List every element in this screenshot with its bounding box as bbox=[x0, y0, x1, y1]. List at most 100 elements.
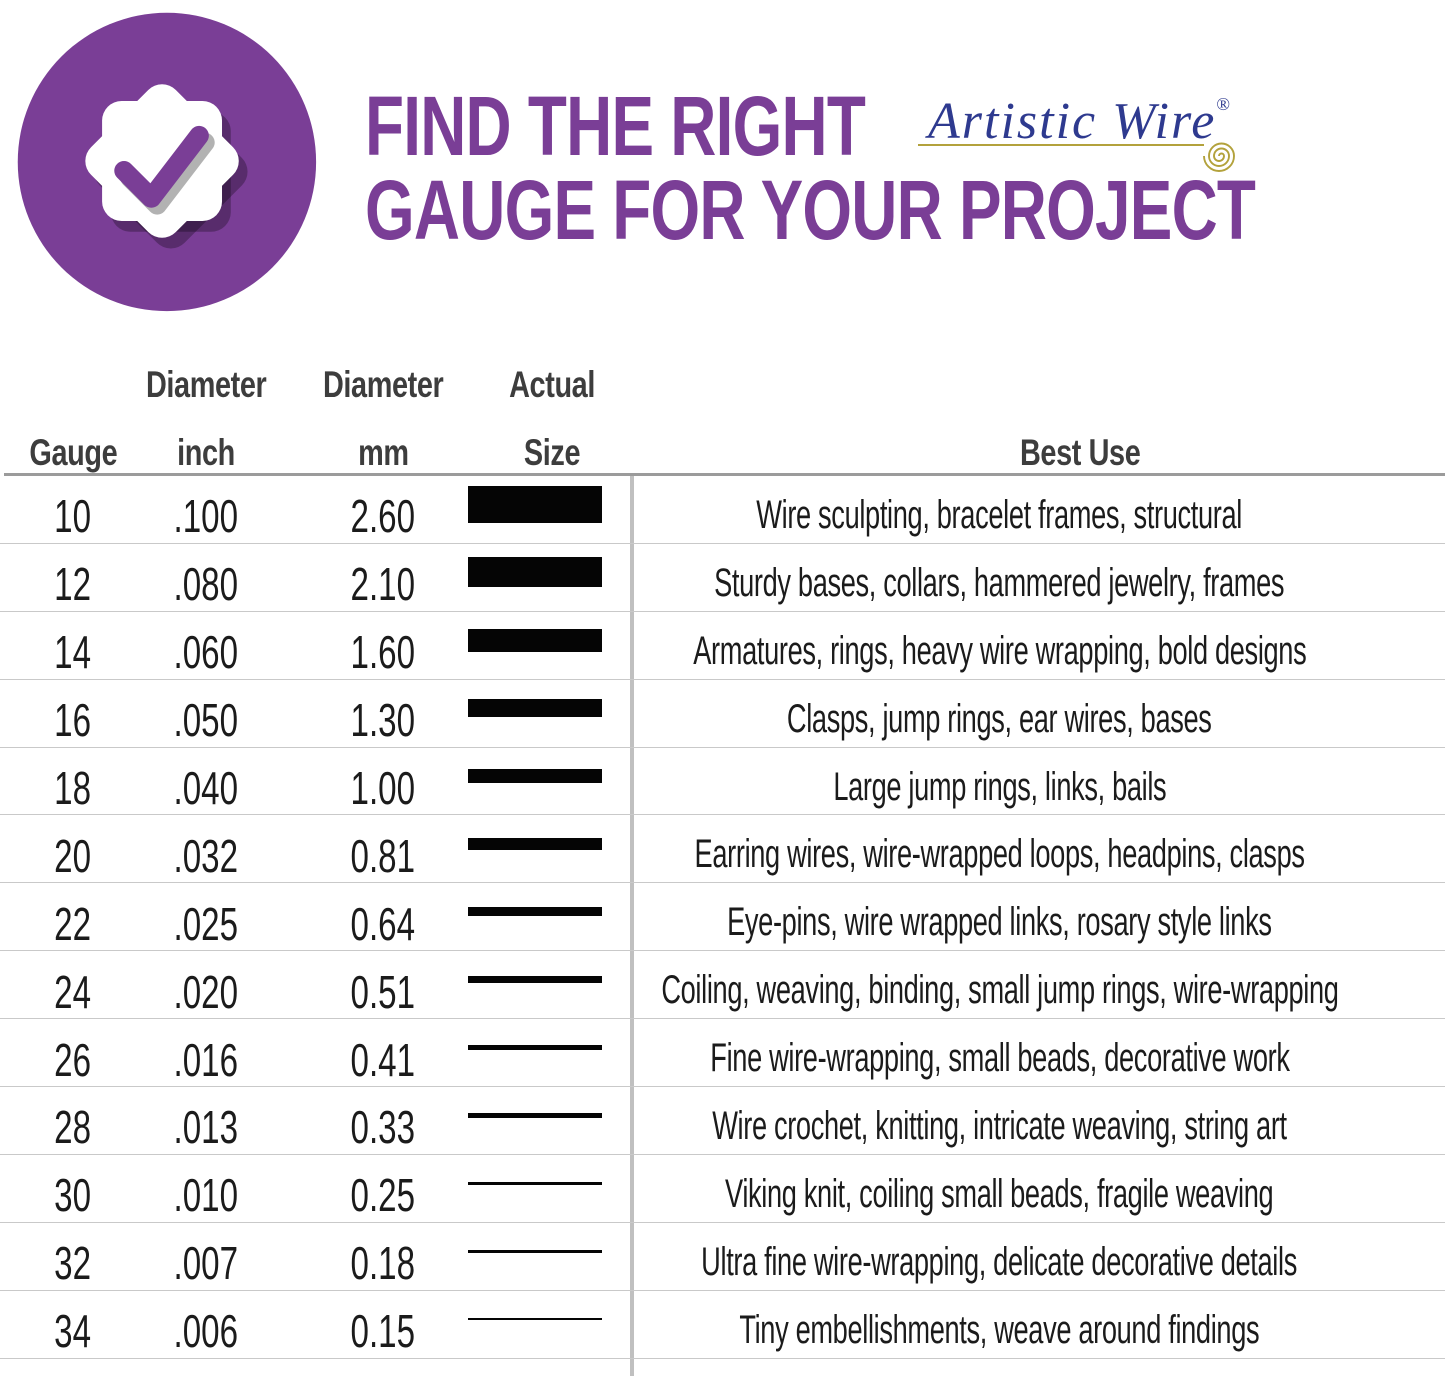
cell-diameter-inch: .050 bbox=[173, 694, 239, 747]
cell-actual-size bbox=[466, 612, 604, 679]
wire-size-bar bbox=[468, 486, 602, 523]
cell-gauge: 10 bbox=[54, 490, 92, 543]
cell-diameter-inch: .100 bbox=[173, 490, 239, 543]
cell-diameter-inch: .032 bbox=[173, 829, 239, 882]
cell-diameter-mm: 0.51 bbox=[350, 965, 416, 1018]
wire-size-bar bbox=[468, 698, 602, 718]
cell-gauge: 18 bbox=[54, 762, 92, 815]
cell-diameter-inch: .007 bbox=[173, 1237, 239, 1290]
cell-actual-size bbox=[466, 1155, 604, 1222]
cell-diameter-inch: .006 bbox=[173, 1305, 239, 1358]
cell-best-use: Coiling, weaving, binding, small jump ri… bbox=[660, 968, 1339, 1013]
cell-diameter-mm: 1.60 bbox=[350, 626, 416, 679]
cell-gauge: 32 bbox=[54, 1237, 92, 1290]
table-row: 28 .013 0.33 Wire crochet, knitting, int… bbox=[0, 1087, 1445, 1155]
cell-diameter-inch: .020 bbox=[173, 965, 239, 1018]
cell-diameter-mm: 0.15 bbox=[350, 1305, 416, 1358]
cell-diameter-mm: 2.60 bbox=[350, 490, 416, 543]
cell-diameter-inch: .016 bbox=[173, 1033, 239, 1086]
wire-size-bar bbox=[468, 1044, 602, 1051]
registered-mark: ® bbox=[1216, 94, 1231, 114]
cell-best-use: Fine wire-wrapping, small beads, decorat… bbox=[709, 1036, 1290, 1081]
brand-logo: Artistic Wire® bbox=[928, 92, 1230, 151]
header-inch: inch bbox=[177, 432, 235, 473]
cell-best-use: Armatures, rings, heavy wire wrapping, b… bbox=[692, 628, 1307, 673]
table-row: 30 .010 0.25 Viking knit, coiling small … bbox=[0, 1155, 1445, 1223]
table-row: 18 .040 1.00 Large jump rings, links, ba… bbox=[0, 748, 1445, 816]
cell-best-use: Wire sculpting, bracelet frames, structu… bbox=[756, 492, 1243, 537]
cell-actual-size bbox=[466, 476, 604, 543]
cell-diameter-inch: .080 bbox=[173, 558, 239, 611]
page-title-line-2: GAUGE FOR YOUR PROJECT bbox=[365, 163, 1256, 257]
cell-gauge: 16 bbox=[54, 694, 92, 747]
cell-gauge: 12 bbox=[54, 558, 92, 611]
cell-best-use: Viking knit, coiling small beads, fragil… bbox=[725, 1171, 1274, 1216]
cell-gauge: 34 bbox=[54, 1305, 92, 1358]
cell-gauge: 20 bbox=[54, 829, 92, 882]
wire-size-bar bbox=[468, 1181, 602, 1186]
wire-size-bar bbox=[468, 907, 602, 917]
cell-diameter-mm: 0.33 bbox=[350, 1101, 416, 1154]
wire-size-bar bbox=[468, 1113, 602, 1118]
cell-diameter-mm: 0.81 bbox=[350, 829, 416, 882]
cell-gauge: 28 bbox=[54, 1101, 92, 1154]
cell-diameter-mm: 2.10 bbox=[350, 558, 416, 611]
table-row: 20 .032 0.81 Earring wires, wire-wrapped… bbox=[0, 815, 1445, 884]
cell-best-use: Tiny embellishments, weave around findin… bbox=[739, 1307, 1260, 1352]
cell-best-use: Wire crochet, knitting, intricate weavin… bbox=[712, 1103, 1287, 1148]
cell-actual-size bbox=[466, 1087, 604, 1154]
cell-best-use: Eye-pins, wire wrapped links, rosary sty… bbox=[727, 900, 1272, 945]
header-diameter-mm-top: Diameter bbox=[322, 364, 444, 405]
table-row: 16 .050 1.30 Clasps, jump rings, ear wir… bbox=[0, 680, 1445, 748]
cell-gauge: 30 bbox=[54, 1169, 92, 1222]
cell-actual-size bbox=[466, 1223, 604, 1290]
cell-actual-size bbox=[466, 951, 604, 1018]
cell-gauge: 24 bbox=[54, 965, 92, 1018]
cell-actual-size bbox=[466, 815, 604, 882]
cell-best-use: Sturdy bases, collars, hammered jewelry,… bbox=[714, 560, 1285, 605]
check-badge-icon bbox=[17, 12, 317, 312]
wire-size-bar bbox=[468, 838, 602, 850]
column-divider bbox=[630, 476, 634, 1376]
cell-diameter-mm: 0.41 bbox=[350, 1033, 416, 1086]
cell-diameter-inch: .013 bbox=[173, 1101, 239, 1154]
cell-best-use: Clasps, jump rings, ear wires, bases bbox=[787, 696, 1212, 741]
wire-size-bar bbox=[468, 1249, 602, 1253]
header-best-use: Best Use bbox=[1019, 432, 1141, 473]
header-gauge: Gauge bbox=[29, 432, 117, 473]
wire-size-bar bbox=[468, 976, 602, 984]
cell-diameter-mm: 0.18 bbox=[350, 1237, 416, 1290]
table-row: 22 .025 0.64 Eye-pins, wire wrapped link… bbox=[0, 883, 1445, 952]
page-title-line-1: FIND THE RIGHT bbox=[365, 79, 866, 173]
cell-gauge: 26 bbox=[54, 1033, 92, 1086]
cell-diameter-inch: .025 bbox=[173, 897, 239, 950]
header-divider bbox=[4, 473, 1445, 476]
wire-spiral-icon bbox=[1203, 142, 1235, 172]
cell-actual-size bbox=[466, 1291, 604, 1358]
cell-diameter-inch: .010 bbox=[173, 1169, 239, 1222]
brand-name-text: Artistic Wire bbox=[928, 93, 1217, 150]
header-diameter-inch-top: Diameter bbox=[145, 364, 267, 405]
cell-gauge: 14 bbox=[54, 626, 92, 679]
wire-size-bar bbox=[468, 628, 602, 652]
header-size: Size bbox=[523, 432, 581, 473]
table-row: 24 .020 0.51 Coiling, weaving, binding, … bbox=[0, 951, 1445, 1020]
wire-size-bar bbox=[468, 768, 602, 784]
cell-gauge: 22 bbox=[54, 897, 92, 950]
cell-actual-size bbox=[466, 544, 604, 611]
table-row: 34 .006 0.15 Tiny embellishments, weave … bbox=[0, 1291, 1445, 1359]
cell-diameter-inch: .040 bbox=[173, 762, 239, 815]
table-row: 26 .016 0.41 Fine wire-wrapping, small b… bbox=[0, 1019, 1445, 1088]
table-row: 14 .060 1.60 Armatures, rings, heavy wir… bbox=[0, 612, 1445, 680]
cell-best-use: Earring wires, wire-wrapped loops, headp… bbox=[694, 832, 1305, 877]
cell-diameter-mm: 1.30 bbox=[350, 694, 416, 747]
cell-best-use: Ultra fine wire-wrapping, delicate decor… bbox=[701, 1239, 1298, 1284]
gauge-table-rows: 10 .100 2.60 Wire sculpting, bracelet fr… bbox=[0, 476, 1445, 1359]
header-mm: mm bbox=[357, 432, 409, 473]
table-row: 10 .100 2.60 Wire sculpting, bracelet fr… bbox=[0, 476, 1445, 544]
wire-size-bar bbox=[468, 557, 602, 588]
cell-diameter-mm: 1.00 bbox=[350, 762, 416, 815]
cell-diameter-mm: 0.25 bbox=[350, 1169, 416, 1222]
cell-actual-size bbox=[466, 748, 604, 815]
